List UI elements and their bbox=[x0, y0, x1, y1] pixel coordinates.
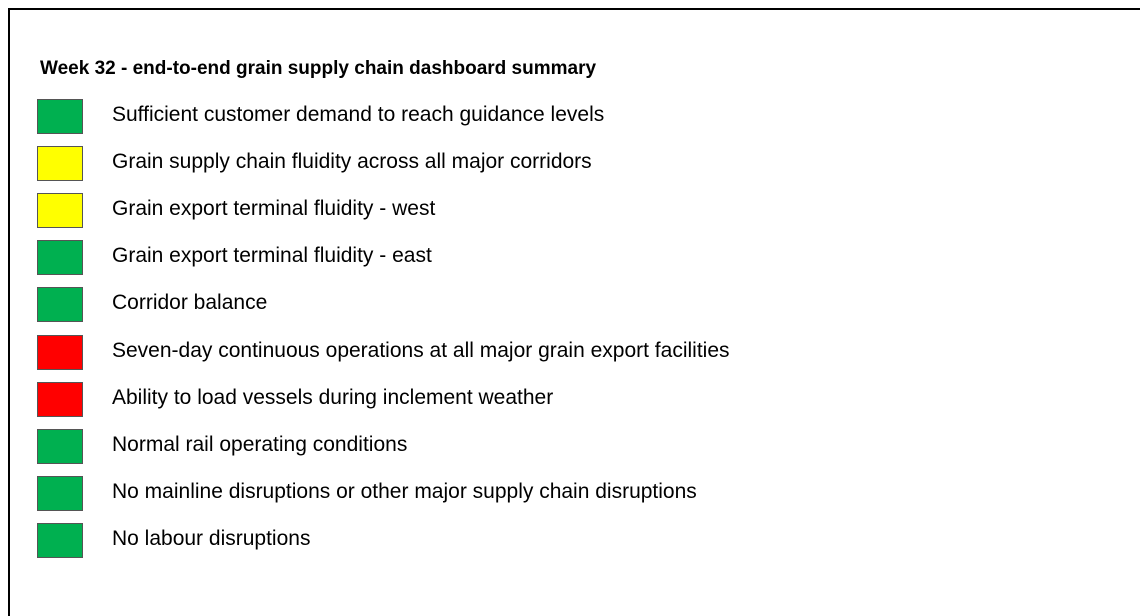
status-label: Seven-day continuous operations at all m… bbox=[112, 338, 730, 362]
status-label: Normal rail operating conditions bbox=[112, 432, 408, 456]
status-indicator bbox=[37, 428, 83, 464]
status-label: Ability to load vessels during inclement… bbox=[112, 385, 554, 409]
status-indicator bbox=[37, 99, 83, 134]
status-indicator bbox=[37, 475, 83, 511]
status-label: Grain supply chain fluidity across all m… bbox=[112, 150, 592, 174]
status-label: Grain export terminal fluidity - west bbox=[112, 197, 436, 221]
status-indicator bbox=[37, 522, 83, 558]
status-indicator bbox=[37, 146, 83, 182]
dashboard-title: Week 32 - end-to-end grain supply chain … bbox=[40, 58, 597, 79]
status-indicator bbox=[37, 334, 83, 370]
status-indicator bbox=[37, 240, 83, 276]
status-label: Sufficient customer demand to reach guid… bbox=[112, 103, 605, 126]
status-indicator bbox=[37, 381, 83, 417]
dashboard-frame bbox=[8, 8, 1140, 616]
status-label: No labour disruptions bbox=[112, 526, 311, 550]
status-indicator bbox=[37, 287, 83, 323]
status-indicator bbox=[37, 193, 83, 229]
status-label: Grain export terminal fluidity - east bbox=[112, 244, 432, 268]
status-label: Corridor balance bbox=[112, 291, 268, 315]
status-label: No mainline disruptions or other major s… bbox=[112, 479, 697, 503]
